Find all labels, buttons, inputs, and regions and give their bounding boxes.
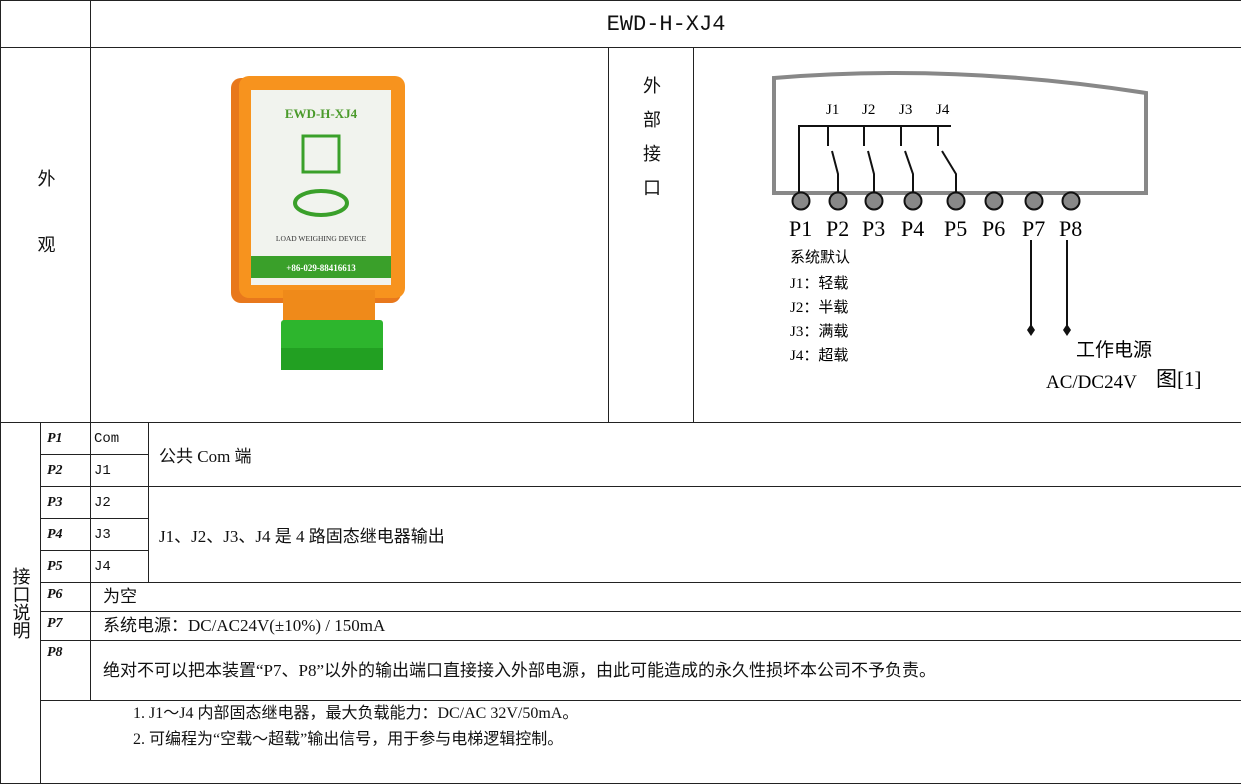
note-line: 1. J1～J4 内部固态继电器，最大负载能力：DC/AC 32V/50mA。: [133, 701, 1241, 727]
default-heading: 系统默认: [790, 249, 850, 266]
pin-signal: J1: [91, 455, 149, 487]
device-phone: +86-029-88416613: [286, 263, 356, 273]
pin-label: P1: [789, 216, 812, 241]
relay-label: J4: [936, 102, 950, 118]
power-label: 工作电源: [1076, 339, 1152, 361]
pin-terminal: [948, 193, 965, 210]
pin-name: P1: [41, 423, 91, 455]
device-model: EWD-H-XJ4: [285, 106, 358, 121]
pin-label: P4: [901, 216, 924, 241]
relay-switch: [905, 151, 913, 193]
pin-name: P8: [41, 641, 91, 701]
pin-label: P7: [1022, 216, 1045, 241]
pin-name: P4: [41, 519, 91, 551]
pin-signal: Com: [91, 423, 149, 455]
pin-terminal: [830, 193, 847, 210]
pin-signal: J2: [91, 487, 149, 519]
empty-cell: [1, 1, 91, 48]
group-note: J1、J2、J3、J4 是 4 路固态继电器输出: [149, 487, 1241, 583]
pin-signal: J4: [91, 551, 149, 583]
default-mapping: J4：超载: [790, 347, 848, 364]
relay-label: J2: [862, 102, 875, 118]
interface-label-cell: 外部接口: [609, 48, 694, 423]
relay-switch: [942, 151, 956, 193]
pin-terminal: [866, 193, 883, 210]
relay-switch: [832, 151, 838, 193]
relay-label: J1: [826, 102, 839, 118]
power-arrows: [1027, 324, 1071, 336]
relay-switch: [868, 151, 874, 193]
pin-label: P6: [982, 216, 1005, 241]
default-mapping: J2：半载: [790, 299, 848, 316]
pin-name: P7: [41, 612, 91, 641]
pin-terminal: [986, 193, 1003, 210]
module-outline: [774, 73, 1146, 193]
wiring-diagram-cell: 工作电源 AC/DC24V 图[1] 系统默认 P1 P2 P3 P4 P5 P6 P7 P8…: [694, 48, 1241, 423]
description-label: 接口说明: [8, 567, 34, 639]
device-image: EWD-H-XJ4 LOAD WEIGHING DEVICE +86-029-8…: [91, 48, 609, 417]
figure-label: 图[1]: [1156, 367, 1202, 391]
pin-name: P2: [41, 455, 91, 487]
pin-label: P5: [944, 216, 967, 241]
notes-row: 1. J1～J4 内部固态继电器，最大负载能力：DC/AC 32V/50mA。2…: [1, 701, 1241, 784]
pin-text: 绝对不可以把本装置“P7、P8”以外的输出端口直接接入外部电源，由此可能造成的永…: [91, 641, 1241, 701]
pin-label: P8: [1059, 216, 1082, 241]
description-label-cell: 接口说明: [1, 423, 41, 784]
relay-label: J3: [899, 102, 912, 118]
pin-name: P5: [41, 551, 91, 583]
pin-terminal: [905, 193, 922, 210]
device-caption: LOAD WEIGHING DEVICE: [276, 234, 367, 243]
default-mapping: J3：满载: [790, 323, 848, 340]
appearance-label: 外观: [33, 169, 59, 301]
product-title: EWD-H-XJ4: [91, 1, 1241, 48]
appearance-label-cell: 外观: [1, 48, 91, 423]
pin-terminal: [1026, 193, 1043, 210]
default-mapping: J1：轻载: [790, 275, 848, 292]
wiring-diagram: 工作电源 AC/DC24V 图[1] 系统默认 P1 P2 P3 P4 P5 P6 P7 P8…: [694, 48, 1240, 417]
pin-name: P3: [41, 487, 91, 519]
note-line: 2. 可编程为“空载～超载”输出信号，用于参与电梯逻辑控制。: [133, 727, 1241, 753]
pin-label: P2: [826, 216, 849, 241]
pin-name: P6: [41, 583, 91, 612]
device-connector-front: [281, 348, 383, 370]
group-note: 公共 Com 端: [149, 423, 1241, 487]
power-spec: AC/DC24V: [1046, 372, 1137, 393]
pin-text: 系统电源：DC/AC24V(±10%) / 150mA: [91, 612, 1241, 641]
interface-label: 外部接口: [638, 76, 664, 212]
pin-text: 为空: [91, 583, 1241, 612]
notes-cell: 1. J1～J4 内部固态继电器，最大负载能力：DC/AC 32V/50mA。2…: [41, 701, 1241, 784]
pin-terminal: [793, 193, 810, 210]
pin-label: P3: [862, 216, 885, 241]
pin-terminal: [1063, 193, 1080, 210]
device-image-cell: EWD-H-XJ4 LOAD WEIGHING DEVICE +86-029-8…: [91, 48, 609, 423]
pin-signal: J3: [91, 519, 149, 551]
